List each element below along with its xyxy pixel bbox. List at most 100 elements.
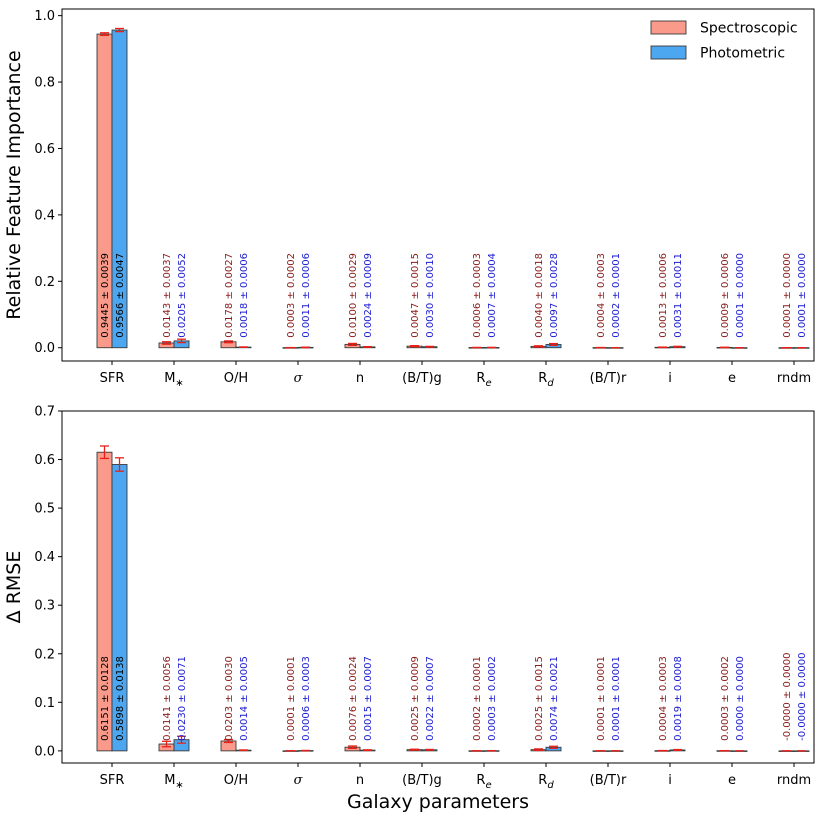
bottom-errorbar-photometric-sfr bbox=[115, 457, 124, 472]
bottom-ytick-label: 0.1 bbox=[34, 696, 55, 711]
bottom-errorbar-spectroscopic-n bbox=[348, 745, 357, 749]
bottom-value-label-spectroscopic-mstar: 0.0141 ± 0.0056 bbox=[162, 656, 173, 741]
bottom-xtick-label-sigma: σ bbox=[294, 773, 304, 788]
bottom-ytick-label: 0.7 bbox=[34, 405, 55, 420]
top-value-label-photometric-o-h: 0.0018 ± 0.0006 bbox=[239, 253, 250, 338]
bottom-errorbar-photometric-n bbox=[363, 749, 372, 752]
top-ytick-label: 0.8 bbox=[34, 76, 55, 91]
top-errorbar-spectroscopic-b-t-g bbox=[410, 345, 419, 348]
top-xtick-label-e: e bbox=[728, 371, 736, 386]
bottom-value-label-photometric-re: 0.0003 ± 0.0002 bbox=[487, 656, 498, 741]
top-value-label-photometric-b-t-r: 0.0002 ± 0.0001 bbox=[611, 253, 622, 338]
top-value-label-spectroscopic-mstar: 0.0143 ± 0.0037 bbox=[162, 253, 173, 338]
top-value-label-spectroscopic-re: 0.0006 ± 0.0003 bbox=[472, 253, 483, 338]
top-errorbar-photometric-n bbox=[363, 345, 372, 348]
bottom-errorbar-spectroscopic-rd bbox=[534, 748, 543, 752]
bottom-xtick-label-i: i bbox=[668, 773, 672, 788]
bottom-value-label-photometric-o-h: 0.0014 ± 0.0005 bbox=[239, 656, 250, 741]
top-xtick-label-rd: Rd bbox=[538, 371, 554, 389]
top-ytick-label: 0.0 bbox=[34, 341, 55, 356]
bottom-value-label-spectroscopic-b-t-g: 0.0025 ± 0.0009 bbox=[410, 656, 421, 741]
legend-label-photometric: Photometric bbox=[700, 46, 785, 62]
bottom-value-label-spectroscopic-i: 0.0004 ± 0.0003 bbox=[658, 656, 669, 741]
top-errorbar-photometric-sfr bbox=[115, 27, 124, 33]
bottom-value-label-spectroscopic-e: 0.0003 ± 0.0002 bbox=[720, 656, 731, 741]
bottom-ytick-label: 0.3 bbox=[34, 599, 55, 614]
top-xtick-label-sfr: SFR bbox=[100, 371, 125, 386]
top-value-label-spectroscopic-n: 0.0100 ± 0.0029 bbox=[348, 253, 359, 338]
bottom-value-label-spectroscopic-re: 0.0002 ± 0.0001 bbox=[472, 656, 483, 741]
bottom-value-label-spectroscopic-sfr: 0.6151 ± 0.0128 bbox=[100, 656, 111, 741]
top-value-label-spectroscopic-b-t-r: 0.0004 ± 0.0003 bbox=[596, 253, 607, 338]
bottom-value-label-photometric-sfr: 0.5898 ± 0.0138 bbox=[115, 656, 126, 741]
bottom-xtick-label-mstar: M∗ bbox=[164, 773, 184, 791]
top-xtick-label-b-t-g: (B/T)g bbox=[402, 371, 442, 386]
legend-swatch-spectroscopic bbox=[650, 20, 687, 35]
top-value-label-photometric-i: 0.0031 ± 0.0011 bbox=[673, 253, 684, 338]
bottom-value-label-photometric-e: 0.0000 ± 0.0000 bbox=[735, 656, 746, 741]
top-xtick-label-rndm: rndm bbox=[777, 371, 811, 386]
top-errorbar-photometric-b-t-g bbox=[425, 345, 434, 348]
bottom-value-label-photometric-b-t-r: 0.0001 ± 0.0001 bbox=[611, 656, 622, 741]
legend-label-spectroscopic: Spectroscopic bbox=[700, 21, 798, 37]
top-xtick-label-sigma: σ bbox=[294, 371, 304, 386]
top-panel-relative-feature-importance: 0.0 0.2 0.4 0.6 0.8 1.0 Relative Feature Impor… bbox=[3, 8, 815, 389]
bottom-value-label-spectroscopic-o-h: 0.0203 ± 0.0030 bbox=[224, 656, 235, 741]
top-xtick-label-o-h: O/H bbox=[224, 371, 248, 386]
top-xtick-label-n: n bbox=[356, 371, 364, 386]
top-value-label-photometric-sigma: 0.0011 ± 0.0006 bbox=[301, 253, 312, 338]
top-value-label-spectroscopic-e: 0.0009 ± 0.0006 bbox=[720, 253, 731, 338]
bottom-value-label-photometric-mstar: 0.0230 ± 0.0071 bbox=[177, 656, 188, 741]
bottom-value-label-photometric-rndm: -0.0000 ± 0.0000 bbox=[797, 653, 808, 741]
top-value-label-photometric-rd: 0.0097 ± 0.0028 bbox=[549, 253, 560, 338]
legend: Spectroscopic Photometric bbox=[650, 20, 798, 62]
bottom-xtick-label-o-h: O/H bbox=[224, 773, 248, 788]
bottom-value-label-spectroscopic-b-t-r: 0.0001 ± 0.0001 bbox=[596, 656, 607, 741]
top-xtick-label-mstar: M∗ bbox=[164, 371, 184, 389]
top-axes-frame bbox=[61, 8, 815, 362]
bottom-ytick-label: 0.2 bbox=[34, 647, 55, 662]
bottom-xtick-label-rd: Rd bbox=[538, 773, 554, 791]
top-errorbar-spectroscopic-sfr bbox=[100, 32, 109, 37]
bottom-axes-frame bbox=[61, 410, 815, 764]
x-axis-label: Galaxy parameters bbox=[347, 791, 529, 813]
top-xtick-label-re: Re bbox=[476, 371, 491, 389]
bottom-value-label-photometric-n: 0.0015 ± 0.0007 bbox=[363, 656, 374, 741]
bottom-ytick-label: 0.0 bbox=[34, 744, 55, 759]
top-ytick-label: 0.6 bbox=[34, 142, 55, 157]
bottom-errorbar-photometric-b-t-g bbox=[425, 748, 434, 751]
top-y-axis-label: Relative Feature Importance bbox=[3, 50, 25, 319]
bottom-xtick-label-e: e bbox=[728, 773, 736, 788]
top-errorbar-photometric-mstar bbox=[177, 338, 186, 344]
top-value-label-spectroscopic-o-h: 0.0178 ± 0.0027 bbox=[224, 253, 235, 338]
top-value-label-photometric-b-t-g: 0.0030 ± 0.0010 bbox=[425, 253, 436, 338]
bottom-ytick-label: 0.5 bbox=[34, 502, 55, 517]
top-value-label-photometric-rndm: 0.0001 ± 0.0000 bbox=[797, 253, 808, 338]
top-xtick-label-b-t-r: (B/T)r bbox=[590, 371, 627, 386]
bottom-value-label-photometric-b-t-g: 0.0022 ± 0.0007 bbox=[425, 656, 436, 741]
bottom-panel-delta-rmse: 0.0 0.1 0.2 0.3 0.4 0.5 0.6 0.7 Δ RMSE Galaxy par… bbox=[3, 405, 815, 813]
bottom-ytick-label: 0.4 bbox=[34, 550, 55, 565]
top-ytick-label: 0.4 bbox=[34, 208, 55, 223]
top-value-label-photometric-sfr: 0.9566 ± 0.0047 bbox=[115, 253, 126, 338]
bottom-value-label-photometric-rd: 0.0074 ± 0.0021 bbox=[549, 656, 560, 741]
top-errorbar-spectroscopic-rd bbox=[534, 345, 543, 348]
bottom-errorbar-spectroscopic-mstar bbox=[162, 740, 171, 748]
top-value-label-photometric-e: 0.0001 ± 0.0000 bbox=[735, 253, 746, 338]
bottom-xtick-label-rndm: rndm bbox=[777, 773, 811, 788]
top-errorbar-spectroscopic-mstar bbox=[162, 341, 171, 345]
legend-swatch-photometric bbox=[650, 45, 687, 60]
bottom-errorbar-spectroscopic-o-h bbox=[224, 738, 233, 744]
bottom-xtick-label-sfr: SFR bbox=[100, 773, 125, 788]
bottom-xtick-label-n: n bbox=[356, 773, 364, 788]
top-errorbar-photometric-i bbox=[673, 345, 682, 348]
bottom-xtick-label-re: Re bbox=[476, 773, 491, 791]
top-errorbar-photometric-rd bbox=[549, 342, 558, 347]
top-ytick-label: 1.0 bbox=[34, 9, 55, 24]
bottom-errorbar-spectroscopic-sfr bbox=[100, 445, 109, 460]
bottom-errorbar-photometric-rd bbox=[549, 745, 558, 749]
top-ytick-label: 0.2 bbox=[34, 275, 55, 290]
top-xtick-label-i: i bbox=[668, 371, 672, 386]
top-value-label-spectroscopic-i: 0.0013 ± 0.0006 bbox=[658, 253, 669, 338]
